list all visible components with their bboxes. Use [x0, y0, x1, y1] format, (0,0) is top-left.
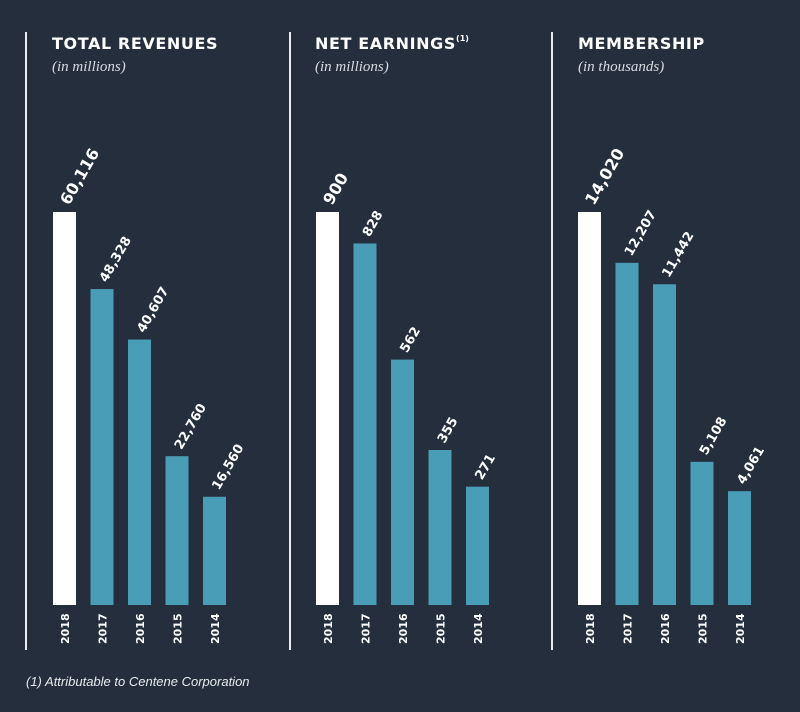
- tick-label-2018: 2018: [322, 613, 335, 644]
- bar-2014: [728, 491, 751, 605]
- footnote-marker: (1): [456, 34, 469, 43]
- value-label-2017: 12,207: [622, 208, 660, 259]
- tick-label-2014: 2014: [472, 613, 485, 644]
- bar-2017: [615, 262, 639, 605]
- bar-2017: [353, 243, 377, 605]
- bar-2015: [165, 456, 189, 605]
- bar-2016: [653, 284, 676, 605]
- bar-2014: [203, 496, 226, 605]
- value-label-2015: 5,108: [697, 415, 731, 458]
- chart-subtitle: (in millions): [52, 59, 126, 75]
- tick-label-2017: 2017: [360, 613, 373, 644]
- bar-2018: [53, 212, 76, 605]
- panel-net-earnings: NET EARNINGS(1) (in millions) 900 2018 828…: [289, 32, 499, 650]
- tick-label-2014: 2014: [734, 613, 747, 644]
- bar-2018: [578, 212, 601, 605]
- panel-divider: [289, 32, 291, 650]
- bar-2018: [316, 212, 339, 605]
- panel-divider: [551, 32, 553, 650]
- tick-label-2015: 2015: [697, 613, 710, 644]
- revenues-bar-chart: 60,116201848,328201740,607201622,7602015…: [53, 145, 248, 644]
- tick-label-2015: 2015: [435, 613, 448, 644]
- panel-divider: [25, 32, 27, 650]
- footnote: (1) Attributable to Centene Corporation: [26, 674, 250, 689]
- tick-label-2016: 2016: [397, 613, 410, 644]
- tick-label-2018: 2018: [584, 613, 597, 644]
- bar-2016: [391, 359, 414, 605]
- tick-label-2016: 2016: [134, 613, 147, 644]
- tick-label-2016: 2016: [659, 613, 672, 644]
- chart-subtitle: (in millions): [315, 59, 389, 75]
- chart-title: NET EARNINGS(1): [315, 34, 469, 53]
- tick-label-2014: 2014: [209, 613, 222, 644]
- bar-2015: [428, 449, 452, 605]
- bar-2014: [466, 486, 489, 605]
- bar-2016: [128, 339, 151, 605]
- chart-subtitle: (in thousands): [578, 59, 665, 75]
- tick-label-2017: 2017: [622, 613, 635, 644]
- tick-label-2017: 2017: [97, 613, 110, 644]
- tick-label-2018: 2018: [59, 613, 72, 644]
- value-label-2014: 4,061: [734, 444, 768, 487]
- bar-2015: [690, 461, 714, 605]
- chart-title: TOTAL REVENUES: [52, 34, 219, 53]
- value-label-2016: 11,442: [659, 229, 697, 280]
- value-label-2018: 14,020: [581, 145, 628, 208]
- chart-title: MEMBERSHIP: [578, 34, 705, 53]
- bar-2017: [90, 289, 114, 605]
- tick-label-2015: 2015: [172, 613, 185, 644]
- panel-total-revenues: TOTAL REVENUES (in millions) 60,116 2018 4…: [0, 0, 270, 712]
